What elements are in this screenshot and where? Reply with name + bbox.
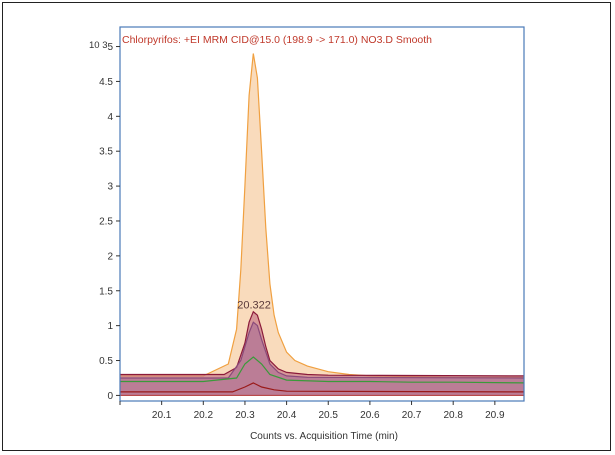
series-0-area — [120, 53, 524, 396]
series-2-area — [120, 322, 524, 396]
series-4-line — [120, 382, 525, 393]
y-tick-label: 0.5 — [99, 356, 113, 367]
chart-frame: 0 0.5 1 1.5 2 2.5 3 3.5 4 4.5 5 20.1 20.2 20.3 20.4 20.… — [2, 2, 611, 451]
chart-title: Chlorpyrifos: +EI MRM CID@15.0 (198.9 ->… — [122, 34, 432, 46]
y-tick-label: 2.5 — [99, 216, 113, 227]
x-tick-label: 20.1 — [152, 410, 172, 421]
x-axis-label: Counts vs. Acquisition Time (min) — [250, 431, 398, 442]
x-tick-label: 20.9 — [485, 410, 505, 421]
x-tick-label: 20.8 — [443, 410, 463, 421]
y-multiplier-label: 10 3 — [89, 40, 108, 51]
series-3-line — [120, 356, 525, 384]
series-2-line — [120, 321, 525, 379]
x-tick-label: 20.5 — [319, 410, 339, 421]
peak-label: 20.322 — [237, 300, 271, 312]
x-tick-label: 20.4 — [277, 410, 297, 421]
y-tick-label: 4 — [107, 112, 113, 123]
x-tick-label: 20.7 — [402, 410, 422, 421]
x-tick-label: 20.3 — [235, 410, 255, 421]
plot-border — [119, 26, 525, 402]
axis-layer: 0 0.5 1 1.5 2 2.5 3 3.5 4 4.5 5 20.1 20.2 20.3 20.4 20.… — [99, 26, 525, 421]
y-tick-label: 2 — [107, 251, 113, 262]
series-0-line — [120, 53, 524, 378]
y-tick-label: 3.5 — [99, 147, 113, 158]
y-tick-label: 4.5 — [99, 77, 113, 88]
y-tick-label: 1.5 — [99, 286, 113, 297]
chart-svg: 0 0.5 1 1.5 2 2.5 3 3.5 4 4.5 5 20.1 20.2 20.3 20.4 20.… — [89, 26, 525, 442]
y-tick-label: 3 — [107, 182, 113, 193]
x-tick-label: 20.6 — [360, 410, 380, 421]
y-tick-label: 1 — [107, 321, 113, 332]
y-tick-label: 0 — [107, 391, 113, 402]
y-tick-label: 5 — [107, 42, 113, 53]
series-1-line — [120, 310, 525, 377]
x-tick-label: 20.2 — [194, 410, 214, 421]
series-layer — [120, 53, 525, 396]
